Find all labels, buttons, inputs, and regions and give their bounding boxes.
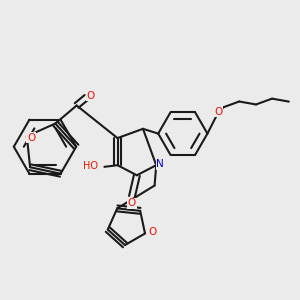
Text: O: O: [214, 106, 222, 117]
Text: N: N: [156, 159, 164, 169]
Text: O: O: [148, 227, 156, 238]
Text: O: O: [128, 198, 136, 208]
Text: O: O: [27, 133, 35, 143]
Text: HO: HO: [83, 161, 98, 171]
Text: O: O: [87, 91, 95, 101]
